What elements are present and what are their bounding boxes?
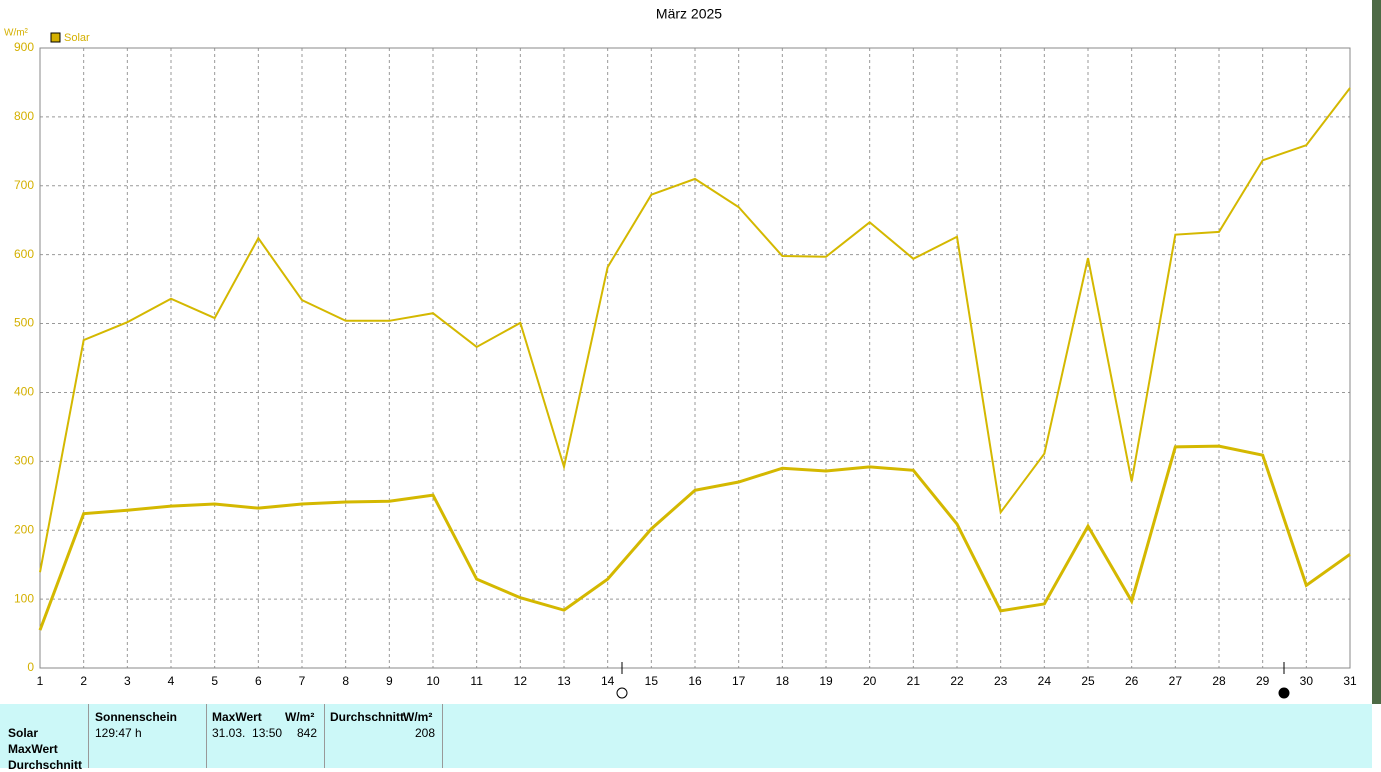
row-label: Solar <box>8 726 39 740</box>
x-tick-label: 20 <box>863 674 877 688</box>
x-tick-label: 1 <box>37 674 44 688</box>
x-tick-label: 28 <box>1212 674 1226 688</box>
legend-label: Solar <box>64 32 90 44</box>
x-tick-label: 18 <box>776 674 790 688</box>
cell: 31.03. 13:50 <box>212 726 283 740</box>
separator <box>88 704 89 768</box>
x-tick-label: 8 <box>342 674 349 688</box>
data-line <box>39 87 1351 573</box>
chart: März 2025 W/m² Solar 0 100 200 300 400 500 600… <box>4 0 1381 704</box>
plot-frame <box>39 47 1351 669</box>
x-tick-label: 19 <box>819 674 833 688</box>
x-tick-label: 9 <box>386 674 393 688</box>
y-tick-label: 0 <box>27 660 34 674</box>
y-tick-label: 700 <box>14 178 34 192</box>
x-tick-label: 16 <box>688 674 702 688</box>
y-tick-label: 400 <box>14 385 34 399</box>
header: MaxWert <box>212 710 262 724</box>
cell: 842 <box>296 726 317 740</box>
x-tick-label: 29 <box>1256 674 1270 688</box>
row-label: MaxWert <box>8 742 58 756</box>
x-tick-label: 26 <box>1125 674 1139 688</box>
header: Durchschnitt <box>330 710 405 724</box>
x-tick-label: 4 <box>168 674 175 688</box>
y-tick-label: 500 <box>14 316 34 330</box>
header: Sonnenschein <box>95 710 178 724</box>
legend-swatch <box>50 32 61 43</box>
x-tick-label: 24 <box>1038 674 1052 688</box>
x-tick-label: 2 <box>80 674 87 688</box>
x-tick-label: 11 <box>470 674 483 688</box>
y-tick-label: 600 <box>14 247 34 261</box>
header: W/m² <box>285 710 315 724</box>
x-tick-label: 7 <box>299 674 306 688</box>
x-tick-label: 3 <box>124 674 131 688</box>
row-label: Durchschnitt <box>8 758 83 772</box>
x-tick-label: 17 <box>732 674 746 688</box>
chart-title: März 2025 <box>656 6 722 22</box>
y-tick-label: 300 <box>14 454 34 468</box>
x-tick-label: 14 <box>601 674 615 688</box>
separator <box>206 704 207 768</box>
new-moon-icon <box>1278 687 1290 699</box>
x-tick-label: 27 <box>1169 674 1183 688</box>
x-tick-label: 10 <box>426 674 440 688</box>
x-tick-label: 12 <box>514 674 528 688</box>
y-tick-label: 900 <box>14 40 34 54</box>
x-tick-label: 21 <box>907 674 921 688</box>
x-tick-label: 6 <box>255 674 262 688</box>
x-tick-label: 30 <box>1300 674 1314 688</box>
summary-table: Sonnenschein MaxWert W/m² Durchschnitt W… <box>0 704 1372 772</box>
x-tick-label: 15 <box>645 674 659 688</box>
y-tick-label: 100 <box>14 591 34 605</box>
separator <box>324 704 325 768</box>
x-tick-label: 25 <box>1081 674 1095 688</box>
side-strip <box>1372 0 1381 704</box>
y-tick-label: 200 <box>14 522 34 536</box>
cell: 208 <box>414 726 435 740</box>
x-tick-label: 23 <box>994 674 1008 688</box>
full-moon-icon <box>616 687 628 699</box>
cell: 129:47 h <box>95 726 142 740</box>
y-unit: W/m² <box>4 28 29 39</box>
x-tick-label: 22 <box>950 674 964 688</box>
separator <box>442 704 443 768</box>
data-line <box>38 444 1351 631</box>
x-tick-label: 5 <box>211 674 218 688</box>
y-tick-label: 800 <box>14 109 34 123</box>
x-tick-label: 13 <box>557 674 571 688</box>
header: W/m² <box>403 710 433 724</box>
x-tick-label: 31 <box>1343 674 1357 688</box>
